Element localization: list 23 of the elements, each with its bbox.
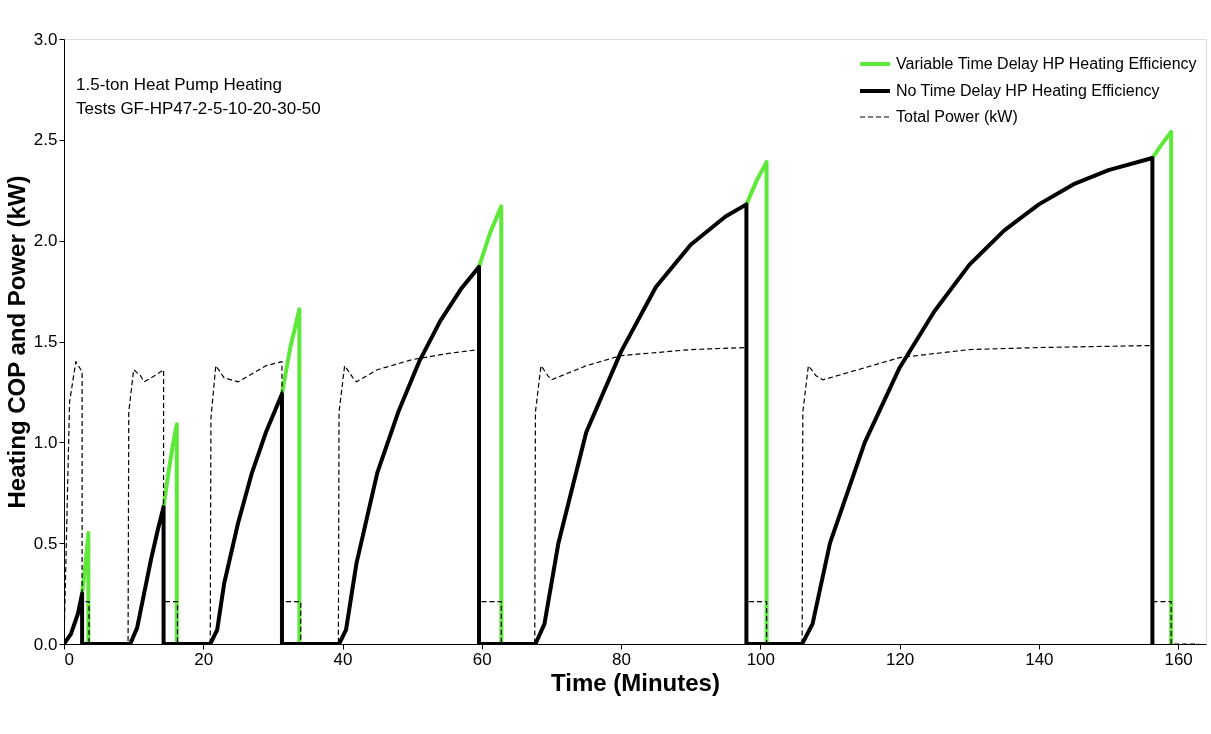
y-tick-label: 2.0 xyxy=(33,231,58,251)
x-axis-title: Time (Minutes) xyxy=(551,668,720,696)
x-tick-label: 80 xyxy=(612,649,632,669)
x-tick-label: 20 xyxy=(194,649,214,669)
x-tick-label: 120 xyxy=(885,649,915,669)
legend-label: Variable Time Delay HP Heating Efficiency xyxy=(896,55,1197,72)
y-tick-label: 3.0 xyxy=(33,29,58,49)
legend-label: No Time Delay HP Heating Efficiency xyxy=(896,82,1160,99)
x-tick-label: 160 xyxy=(1164,649,1193,669)
y-axis-title: Heating COP and Power (kW) xyxy=(2,175,30,509)
y-tick-label: 1.5 xyxy=(33,332,58,351)
x-tick-label: 40 xyxy=(333,649,353,669)
annotation: Tests GF-HP47-2-5-10-20-30-50 xyxy=(76,99,321,118)
x-tick-label: 140 xyxy=(1025,649,1054,669)
x-tick-label: 0 xyxy=(64,649,74,669)
legend-label: Total Power (kW) xyxy=(896,108,1018,125)
annotation: 1.5-ton Heat Pump Heating xyxy=(76,75,283,94)
y-tick-label: 0.5 xyxy=(33,533,58,553)
x-tick-label: 60 xyxy=(472,649,492,669)
y-tick-label: 0.0 xyxy=(33,634,58,654)
y-tick-label: 2.5 xyxy=(33,130,58,150)
y-tick-label: 1.0 xyxy=(33,432,58,452)
x-tick-label: 100 xyxy=(746,649,776,669)
